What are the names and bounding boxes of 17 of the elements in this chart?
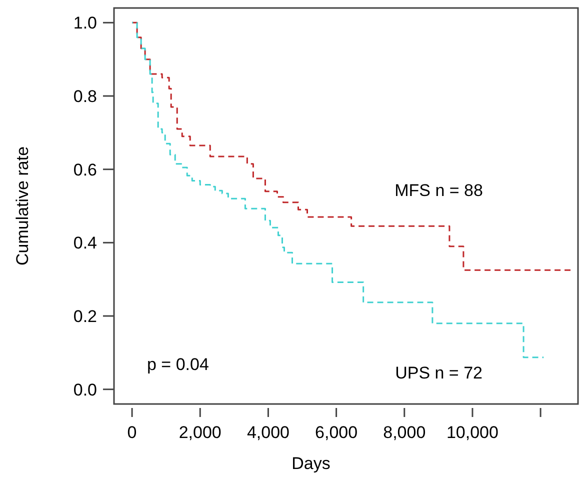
y-tick-label: 0.4 bbox=[73, 234, 97, 253]
y-tick-label: 0.8 bbox=[73, 86, 97, 106]
y-tick-label: 0.2 bbox=[73, 306, 97, 326]
x-tick-label: 10,000 bbox=[446, 423, 498, 442]
x-tick-label: 4,000 bbox=[246, 423, 290, 442]
y-axis-title: Cumulative rate bbox=[13, 146, 32, 266]
x-tick-label: 2,000 bbox=[178, 423, 222, 442]
x-axis-title: Days bbox=[292, 454, 330, 473]
x-tick-label: 6,000 bbox=[315, 423, 358, 442]
y-tick-label: 0.0 bbox=[73, 380, 97, 400]
y-tick-label: 1.0 bbox=[73, 14, 97, 33]
x-tick-label: 8,000 bbox=[383, 423, 426, 442]
series-label: MFS n = 88 bbox=[394, 181, 483, 200]
annotation: p = 0.04 bbox=[147, 355, 209, 374]
y-tick-label: 0.6 bbox=[73, 160, 97, 180]
text: UPS n = 72 bbox=[395, 363, 483, 382]
x-tick-label: 0 bbox=[127, 423, 137, 442]
